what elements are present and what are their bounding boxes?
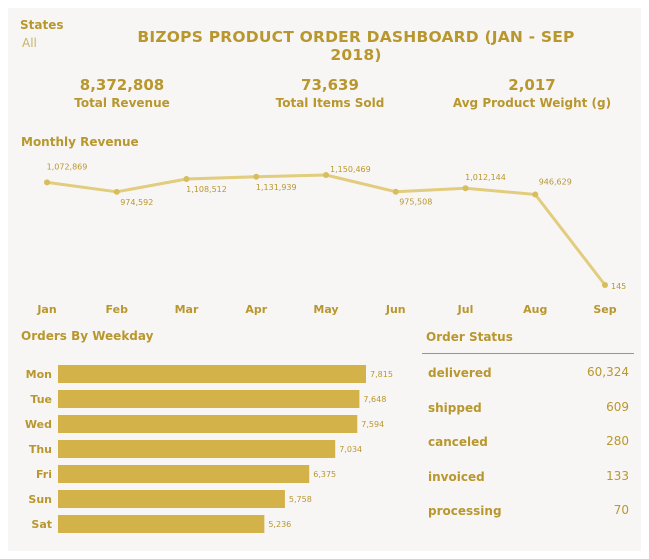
order-status-label: shipped: [428, 400, 482, 415]
revenue-data-label: 946,629: [539, 177, 572, 186]
weekday-value-label: 5,758: [289, 495, 312, 504]
revenue-line: [46, 173, 607, 286]
weekday-bar: [58, 440, 336, 458]
state-filter-title: States: [20, 18, 64, 32]
month-tick-label: Jun: [385, 303, 406, 316]
weekday-value-label: 5,236: [268, 520, 291, 529]
weekday-value-label: 7,594: [361, 420, 384, 429]
revenue-data-label: 1,150,469: [330, 165, 371, 174]
weekday-bar: [58, 365, 366, 383]
dashboard-panel: States All BIZOPS PRODUCT ORDER DASHBOAR…: [8, 8, 641, 551]
order-status-label: invoiced: [428, 469, 485, 484]
revenue-point: [253, 173, 260, 180]
revenue-data-label: 1,072,869: [47, 162, 88, 171]
weekday-label: Sun: [28, 493, 52, 506]
kpi-avg-weight-value: 2,017: [508, 76, 556, 94]
weekday-label: Fri: [36, 468, 52, 481]
month-tick-label: Apr: [245, 303, 267, 316]
weekday-value-label: 7,034: [339, 445, 362, 454]
kpi-total-revenue-value: 8,372,808: [79, 76, 165, 94]
weekday-bar: [58, 515, 265, 533]
month-tick-label: May: [313, 303, 338, 316]
orders-by-weekday-title: Orders By Weekday: [21, 329, 154, 343]
kpi-items-sold-value: 73,639: [301, 76, 359, 94]
weekday-value-label: 7,815: [370, 370, 393, 379]
order-status-value: 609: [606, 399, 629, 414]
order-status-value: 70: [613, 503, 629, 517]
weekday-label: Wed: [25, 418, 52, 431]
revenue-point: [44, 179, 50, 186]
weekday-bar: [58, 490, 285, 508]
weekday-label: Tue: [30, 393, 52, 406]
weekday-label: Thu: [29, 443, 52, 456]
revenue-data-label: 145: [611, 282, 626, 291]
revenue-point: [183, 176, 190, 183]
month-tick-label: Aug: [523, 303, 547, 316]
weekday-value-label: 7,648: [363, 395, 386, 404]
weekday-label: Sat: [31, 518, 52, 531]
revenue-point: [323, 172, 329, 178]
order-status-value: 60,324: [587, 365, 629, 379]
weekday-bar: [58, 390, 360, 408]
order-status-title: Order Status: [426, 330, 513, 344]
month-tick-label: Jan: [36, 303, 56, 316]
order-status-value: 280: [606, 434, 629, 448]
revenue-point: [462, 185, 469, 192]
revenue-point: [392, 188, 399, 195]
revenue-data-label: 1,012,144: [465, 173, 506, 182]
revenue-data-label: 1,131,939: [256, 183, 297, 192]
order-status-value: 133: [606, 468, 629, 483]
month-tick-label: Mar: [175, 303, 199, 316]
monthly-revenue-title: Monthly Revenue: [21, 135, 139, 149]
month-tick-label: Jul: [457, 303, 474, 316]
weekday-bar: [58, 415, 358, 433]
weekday-label: Mon: [26, 368, 52, 381]
revenue-point: [532, 191, 539, 198]
page-title: BIZOPS PRODUCT ORDER DASHBOARD (JAN - SE…: [137, 28, 575, 64]
monthly-revenue-chart: 1,072,869 974,592 1,108,512 1,131,939 1,150,…: [36, 162, 626, 316]
kpi-total-revenue-label: Total Revenue: [74, 96, 170, 110]
revenue-point: [602, 281, 608, 288]
revenue-data-label: 1,108,512: [186, 185, 227, 194]
orders-by-weekday-chart: Mon 7,815 Tue 7,648 Wed 7,594 Thu 7,034 Fri 6,375…: [25, 365, 393, 533]
order-status-label: delivered: [428, 366, 492, 380]
revenue-data-label: 974,592: [120, 198, 153, 207]
order-status-label: canceled: [428, 435, 488, 449]
order-status-divider: [422, 353, 634, 354]
kpi-avg-weight-label: Avg Product Weight (g): [452, 96, 612, 110]
state-filter-value[interactable]: All: [22, 36, 37, 50]
revenue-data-label: 975,508: [399, 198, 432, 207]
month-tick-label: Feb: [106, 303, 129, 316]
revenue-point: [113, 188, 120, 195]
kpi-items-sold-label: Total Items Sold: [275, 96, 385, 110]
month-tick-label: Sep: [593, 303, 616, 316]
weekday-bar: [58, 465, 310, 483]
order-status-label: processing: [428, 504, 502, 518]
weekday-value-label: 6,375: [313, 470, 336, 479]
